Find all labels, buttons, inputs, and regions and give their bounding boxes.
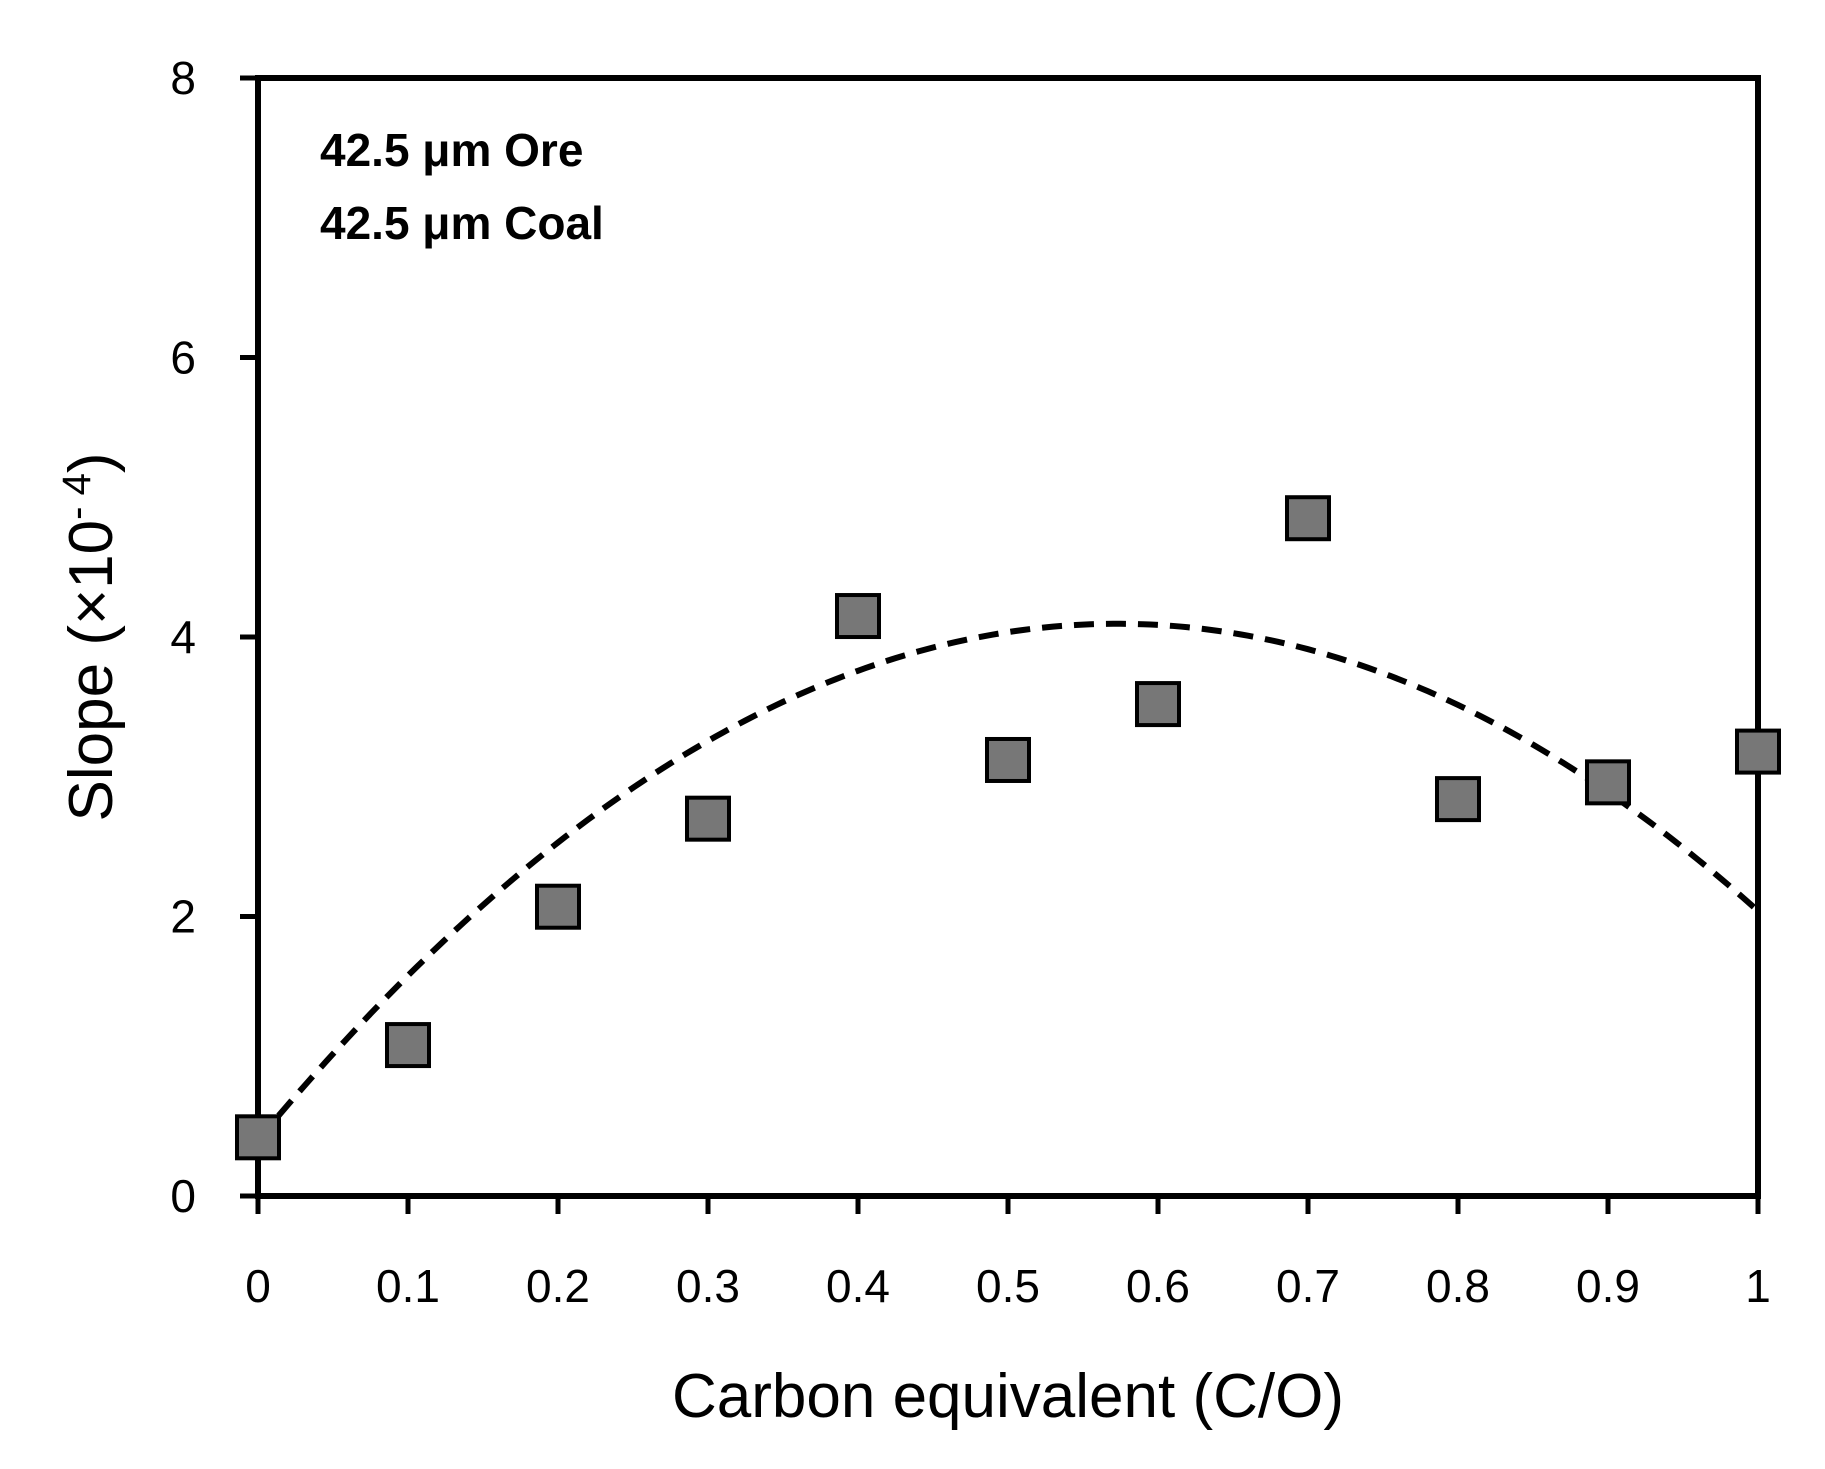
data-point (1285, 495, 1331, 542)
x-tick-label: 0.8 (1426, 1260, 1490, 1312)
y-tick-label: 8 (170, 52, 196, 104)
fit-curve-layer (255, 620, 1760, 1143)
data-point (235, 1114, 281, 1161)
y-axis-title-main: Slope (×10 (57, 520, 126, 822)
y-axis-title-close: ) (57, 453, 126, 474)
data-point (535, 883, 581, 930)
y-axis-title-exponent: - 4 (55, 473, 99, 520)
data-point (1585, 759, 1631, 806)
x-tick-label: 0.4 (826, 1260, 890, 1312)
x-tick-label: 1 (1745, 1260, 1771, 1312)
data-point (685, 795, 731, 842)
y-tick-label: 2 (170, 891, 196, 943)
x-tick-label: 0.3 (676, 1260, 740, 1312)
x-tick-label: 0.5 (976, 1260, 1040, 1312)
y-tick-label: 6 (170, 332, 196, 384)
y-axis-title: Slope (×10- 4) (55, 453, 126, 822)
data-point (385, 1022, 431, 1069)
y-axis-title-group: Slope (×10- 4) (55, 453, 126, 822)
annotation-ore: 42.5 μm Ore (320, 124, 583, 176)
fit-curve (255, 620, 1760, 1143)
x-axis-ticks: 0 0.1 0.2 0.3 0.4 0.5 0.6 0.7 0.8 0.9 1 (245, 1196, 1771, 1312)
y-axis-ticks: 0 2 4 6 8 (170, 52, 258, 1222)
data-points-layer (235, 495, 1781, 1161)
x-tick-label: 0.9 (1576, 1260, 1640, 1312)
x-tick-label: 0.6 (1126, 1260, 1190, 1312)
data-point (1735, 728, 1781, 775)
x-tick-label: 0.2 (526, 1260, 590, 1312)
data-point (985, 736, 1031, 783)
x-tick-label: 0 (245, 1260, 271, 1312)
x-tick-label: 0.1 (376, 1260, 440, 1312)
data-point (835, 593, 881, 640)
y-tick-label: 4 (170, 611, 196, 663)
data-point (1435, 776, 1481, 823)
annotation-coal: 42.5 μm Coal (320, 197, 604, 249)
y-tick-label: 0 (170, 1170, 196, 1222)
x-tick-label: 0.7 (1276, 1260, 1340, 1312)
x-axis-title: Carbon equivalent (C/O) (672, 1362, 1344, 1431)
data-point (1135, 681, 1181, 728)
